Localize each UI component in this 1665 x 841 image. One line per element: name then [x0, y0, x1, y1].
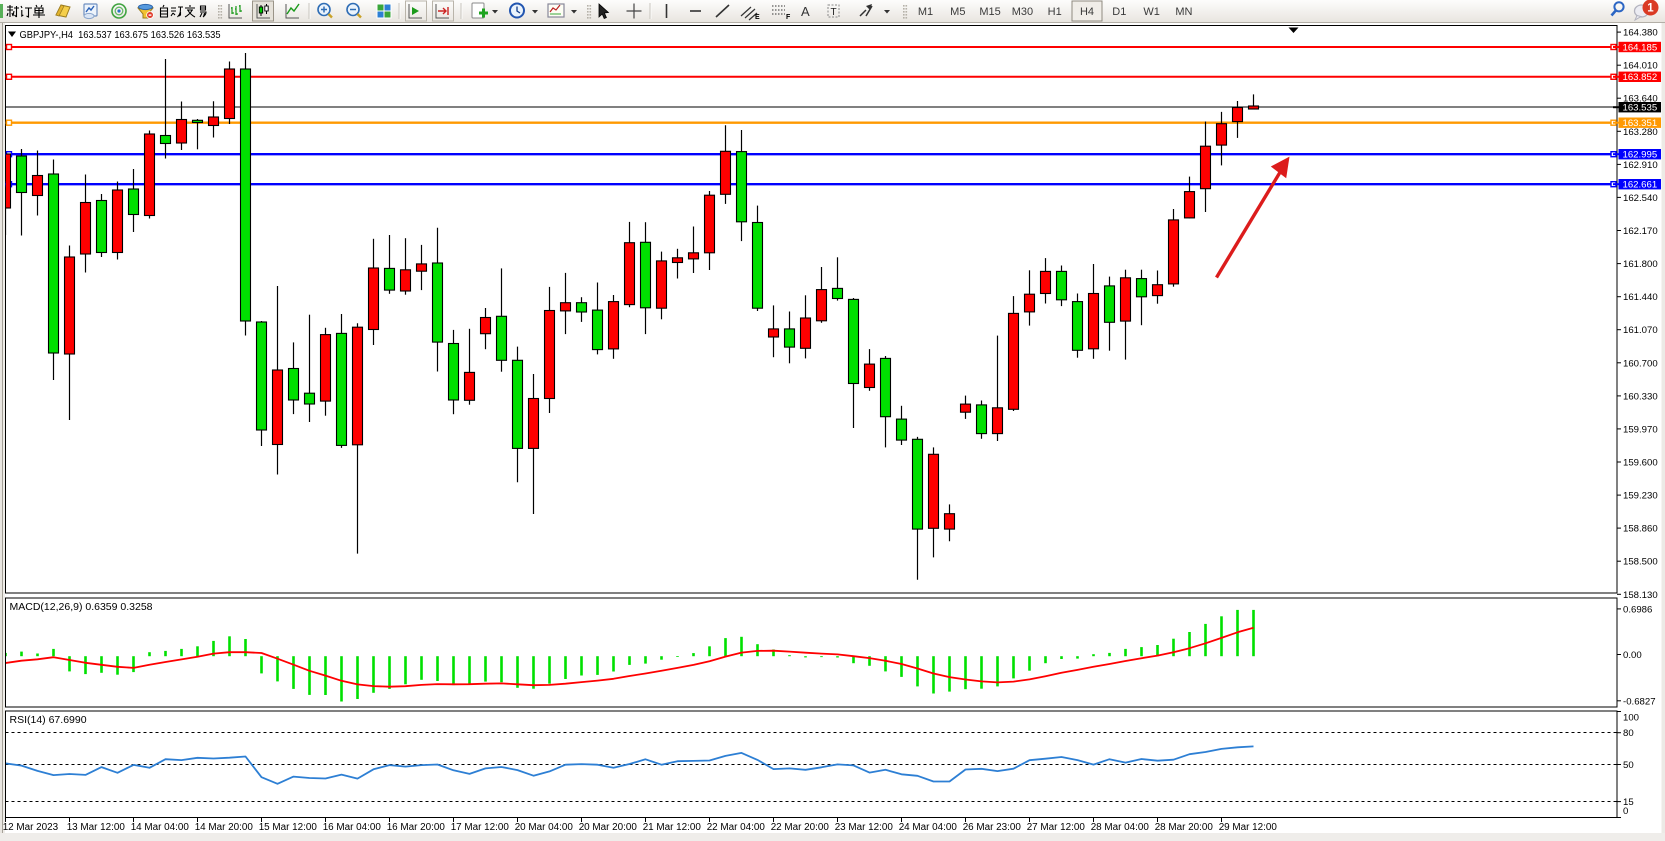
svg-text:162.661: 162.661 [1623, 180, 1658, 191]
svg-text:24 Mar 04:00: 24 Mar 04:00 [899, 822, 958, 833]
svg-text:28 Mar 20:00: 28 Mar 20:00 [1155, 822, 1214, 833]
svg-text:159.230: 159.230 [1623, 491, 1658, 502]
svg-text:1: 1 [1647, 3, 1654, 15]
svg-text:162.910: 162.910 [1623, 160, 1658, 171]
svg-text:159.600: 159.600 [1623, 458, 1658, 469]
svg-text:F: F [786, 14, 791, 21]
svg-text:A: A [801, 4, 810, 19]
svg-text:162.540: 162.540 [1623, 193, 1658, 204]
svg-text:W1: W1 [1143, 6, 1160, 18]
svg-text:158.130: 158.130 [1623, 590, 1658, 601]
svg-text:161.070: 161.070 [1623, 325, 1658, 336]
svg-text:161.800: 161.800 [1623, 259, 1658, 270]
svg-text:M15: M15 [979, 6, 1000, 18]
svg-text:161.440: 161.440 [1623, 292, 1658, 303]
svg-text:162.995: 162.995 [1623, 150, 1658, 161]
svg-text:159.970: 159.970 [1623, 424, 1658, 435]
svg-text:163.852: 163.852 [1623, 72, 1658, 83]
svg-text:160.700: 160.700 [1623, 358, 1658, 369]
svg-text:12 Mar 2023: 12 Mar 2023 [3, 822, 59, 833]
svg-text:20 Mar 04:00: 20 Mar 04:00 [515, 822, 574, 833]
svg-text:163.640: 163.640 [1623, 94, 1658, 105]
svg-text:158.860: 158.860 [1623, 524, 1658, 535]
svg-text:158.500: 158.500 [1623, 557, 1658, 568]
svg-text:14 Mar 20:00: 14 Mar 20:00 [195, 822, 254, 833]
svg-text:RSI(14) 67.6990: RSI(14) 67.6990 [10, 714, 87, 726]
svg-text:0: 0 [1623, 806, 1628, 817]
svg-text:29 Mar 12:00: 29 Mar 12:00 [1219, 822, 1278, 833]
svg-text:MACD(12,26,9) 0.6359 0.3258: MACD(12,26,9) 0.6359 0.3258 [10, 601, 153, 613]
svg-text:20 Mar 20:00: 20 Mar 20:00 [579, 822, 638, 833]
svg-text:80: 80 [1623, 728, 1634, 739]
svg-text:M5: M5 [950, 6, 965, 18]
svg-text:28 Mar 04:00: 28 Mar 04:00 [1091, 822, 1150, 833]
svg-text:0.6986: 0.6986 [1623, 604, 1652, 615]
svg-text:23 Mar 12:00: 23 Mar 12:00 [835, 822, 894, 833]
svg-text:27 Mar 12:00: 27 Mar 12:00 [1027, 822, 1086, 833]
svg-text:H1: H1 [1048, 6, 1062, 18]
svg-text:15 Mar 12:00: 15 Mar 12:00 [259, 822, 318, 833]
svg-text:22 Mar 04:00: 22 Mar 04:00 [707, 822, 766, 833]
svg-text:15: 15 [1623, 797, 1634, 808]
svg-text:22 Mar 20:00: 22 Mar 20:00 [771, 822, 830, 833]
svg-text:164.185: 164.185 [1623, 42, 1658, 53]
svg-text:50: 50 [1623, 760, 1634, 771]
svg-text:26 Mar 23:00: 26 Mar 23:00 [963, 822, 1022, 833]
svg-text:M30: M30 [1012, 6, 1033, 18]
svg-text:164.010: 164.010 [1623, 61, 1658, 72]
svg-text:21 Mar 12:00: 21 Mar 12:00 [643, 822, 702, 833]
svg-text:D1: D1 [1112, 6, 1126, 18]
svg-text:MN: MN [1175, 6, 1192, 18]
svg-text:GBPJPY-,H4 163.537 163.675 16: GBPJPY-,H4 163.537 163.675 163.526 163.5… [20, 29, 221, 41]
svg-text:16 Mar 20:00: 16 Mar 20:00 [387, 822, 446, 833]
svg-text:163.280: 163.280 [1623, 127, 1658, 138]
svg-text:M1: M1 [918, 6, 933, 18]
svg-text:-0.6827: -0.6827 [1623, 696, 1656, 707]
svg-text:16 Mar 04:00: 16 Mar 04:00 [323, 822, 382, 833]
svg-text:T: T [831, 7, 837, 18]
svg-text:163.351: 163.351 [1623, 118, 1658, 129]
svg-text:E: E [755, 14, 760, 21]
svg-text:14 Mar 04:00: 14 Mar 04:00 [131, 822, 190, 833]
svg-text:100: 100 [1623, 712, 1639, 723]
svg-text:160.330: 160.330 [1623, 391, 1658, 402]
svg-text:163.535: 163.535 [1623, 103, 1658, 114]
svg-text:13 Mar 12:00: 13 Mar 12:00 [67, 822, 126, 833]
svg-text:164.380: 164.380 [1623, 28, 1658, 39]
svg-text:0.00: 0.00 [1623, 650, 1642, 661]
svg-text:H4: H4 [1080, 6, 1094, 18]
svg-text:17 Mar 12:00: 17 Mar 12:00 [451, 822, 510, 833]
svg-text:162.170: 162.170 [1623, 226, 1658, 237]
